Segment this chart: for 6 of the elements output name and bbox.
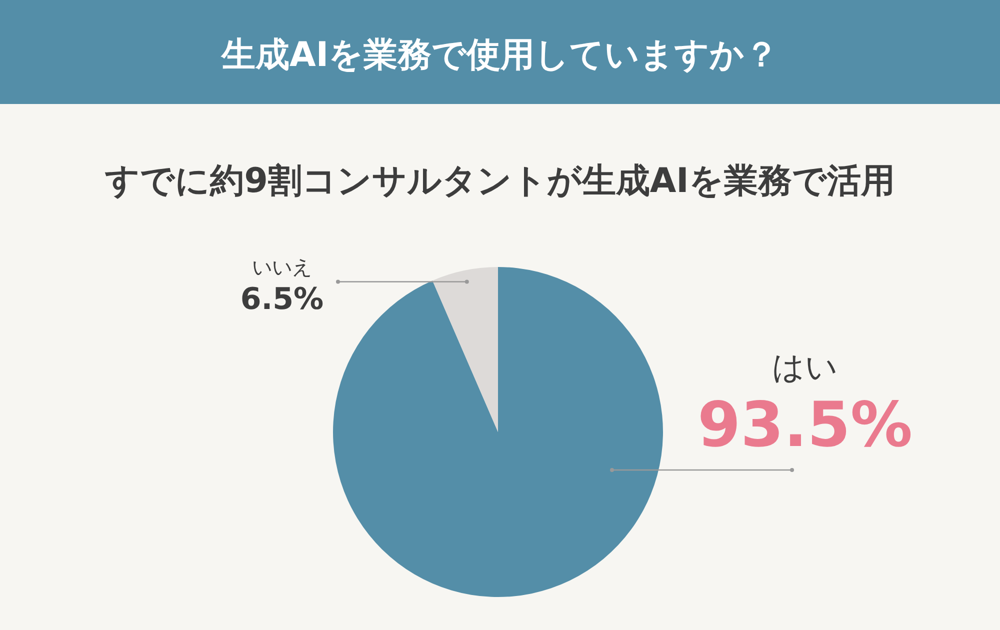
data-label: 93.5%	[697, 388, 913, 461]
slice-label: いいえ	[252, 255, 312, 279]
data-label: 6.5%	[240, 282, 324, 317]
slice-label: はい	[772, 348, 838, 386]
chart-title: 生成AIを業務で使用していますか？	[220, 35, 778, 75]
chart-subtitle: すでに約9割コンサルタントが生成AIを業務で活用	[104, 161, 895, 201]
